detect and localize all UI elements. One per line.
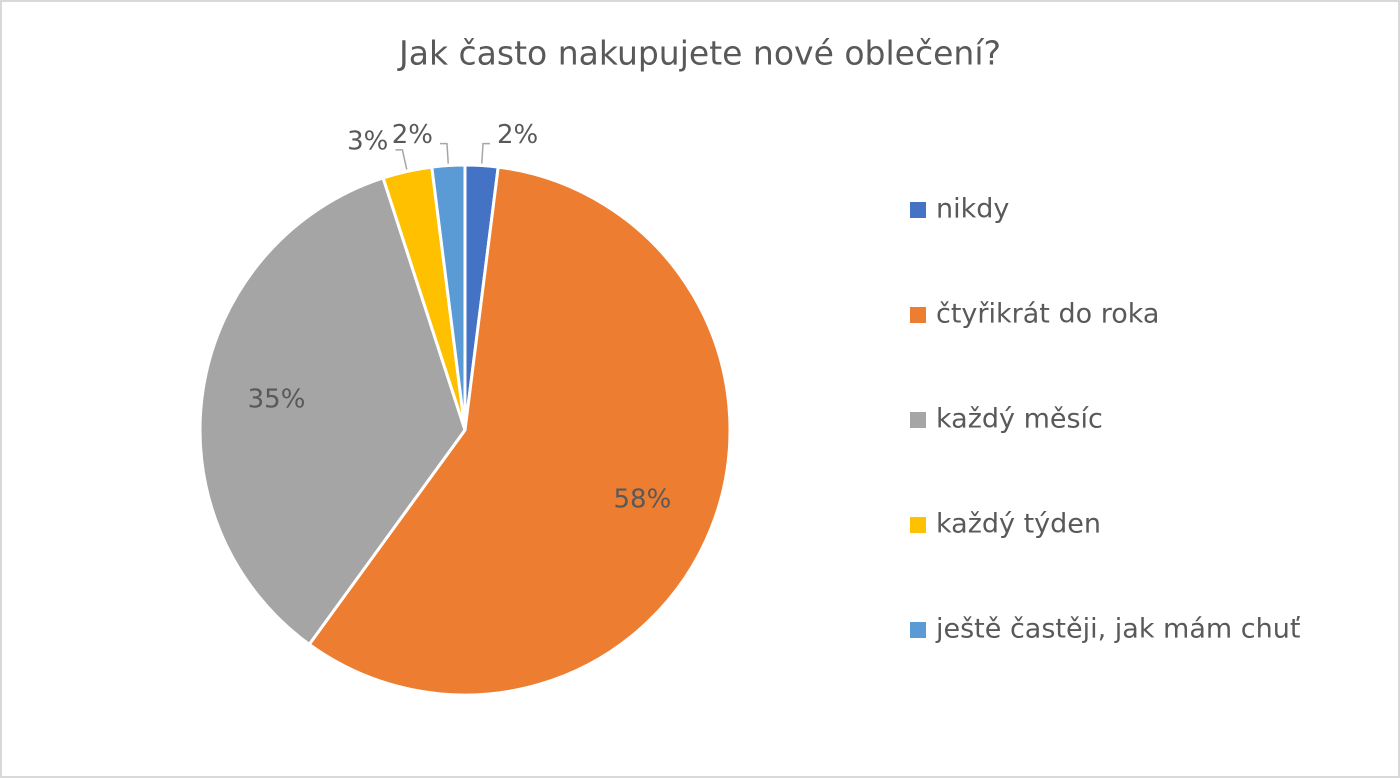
legend-swatch (910, 307, 926, 323)
pie-slice (307, 165, 732, 697)
legend-label: nikdy (936, 194, 1009, 225)
leader-line (439, 142, 449, 164)
data-label: 58% (614, 485, 672, 515)
data-label: 2% (392, 120, 433, 150)
data-label: 2% (497, 120, 538, 150)
leader-line (395, 149, 408, 170)
legend-swatch (910, 517, 926, 533)
legend-label: ještě častěji, jak mám chuť (935, 614, 1301, 645)
legend-label: čtyřikrát do roka (936, 299, 1159, 330)
legend-label: každý měsíc (936, 404, 1103, 435)
legend-swatch (910, 202, 926, 218)
pie-slice (198, 176, 467, 647)
legend-swatch (910, 412, 926, 428)
leader-line (481, 142, 491, 164)
legend-label: každý týden (936, 509, 1101, 540)
data-label: 35% (248, 385, 306, 415)
pie-slice (430, 163, 467, 431)
legend-swatch (910, 622, 926, 638)
data-label: 3% (347, 126, 388, 156)
chart-title: Jak často nakupujete nové oblečení? (397, 34, 1001, 73)
